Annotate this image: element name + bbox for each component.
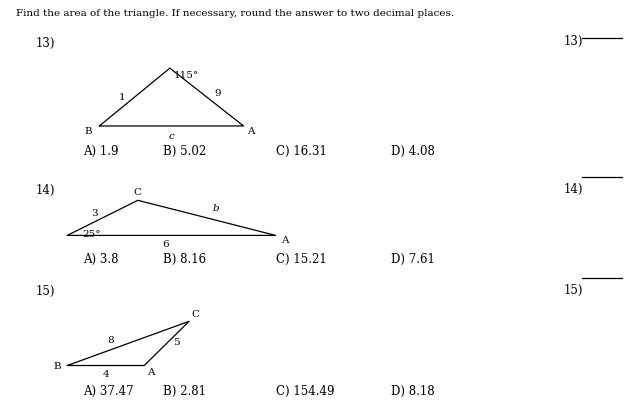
Text: A: A <box>281 236 288 245</box>
Text: C: C <box>191 310 199 319</box>
Text: b: b <box>213 204 219 213</box>
Text: 15): 15) <box>564 284 583 297</box>
Text: 1: 1 <box>119 93 125 102</box>
Text: A) 37.47: A) 37.47 <box>83 385 134 398</box>
Text: C) 15.21: C) 15.21 <box>276 253 326 266</box>
Text: 13): 13) <box>35 37 54 50</box>
Text: B: B <box>53 362 61 371</box>
Text: D) 8.18: D) 8.18 <box>391 385 435 398</box>
Text: 4: 4 <box>103 370 109 380</box>
Text: C: C <box>134 188 142 197</box>
Text: B) 5.02: B) 5.02 <box>163 145 206 158</box>
Text: A) 1.9: A) 1.9 <box>83 145 119 158</box>
Text: C) 16.31: C) 16.31 <box>276 145 326 158</box>
Text: c: c <box>169 132 174 141</box>
Text: 115°: 115° <box>174 71 199 80</box>
Text: B) 8.16: B) 8.16 <box>163 253 206 266</box>
Text: 6: 6 <box>162 240 169 249</box>
Text: 5: 5 <box>173 338 179 347</box>
Text: Find the area of the triangle. If necessary, round the answer to two decimal pla: Find the area of the triangle. If necess… <box>16 9 454 18</box>
Text: A: A <box>247 127 255 136</box>
Text: A: A <box>147 368 155 377</box>
Text: 13): 13) <box>564 35 583 48</box>
Text: C) 154.49: C) 154.49 <box>276 385 334 398</box>
Text: A) 3.8: A) 3.8 <box>83 253 119 266</box>
Text: D) 4.08: D) 4.08 <box>391 145 435 158</box>
Text: 25°: 25° <box>82 230 101 239</box>
Text: 8: 8 <box>108 336 114 345</box>
Text: D) 7.61: D) 7.61 <box>391 253 435 266</box>
Text: 14): 14) <box>564 183 583 195</box>
Text: 15): 15) <box>35 285 54 298</box>
Text: 14): 14) <box>35 184 54 197</box>
Text: 3: 3 <box>92 209 98 218</box>
Text: 9: 9 <box>215 89 221 98</box>
Text: B: B <box>84 127 92 136</box>
Text: B) 2.81: B) 2.81 <box>163 385 206 398</box>
